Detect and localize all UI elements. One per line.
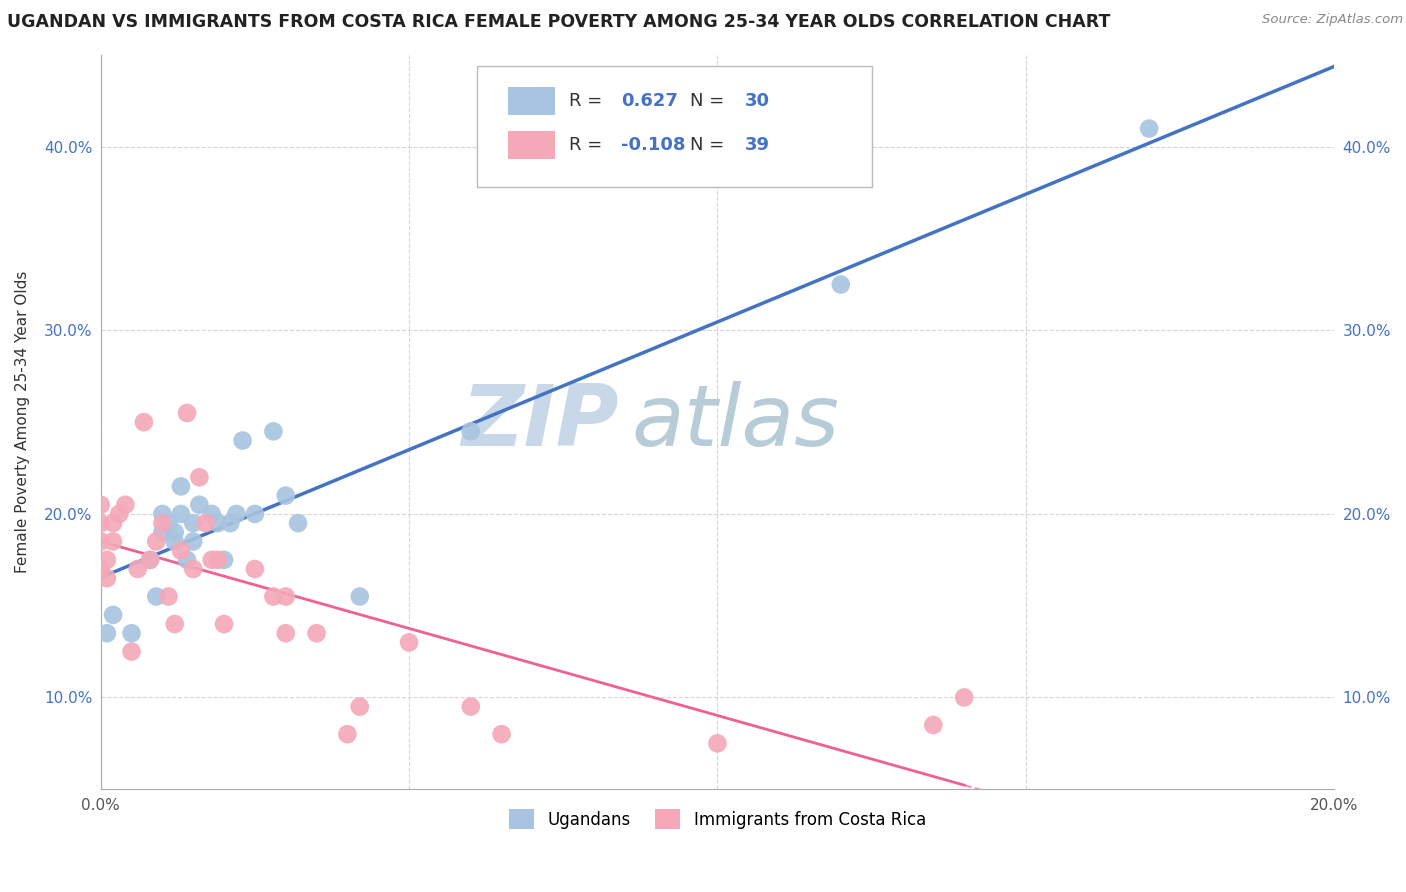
Text: N =: N =	[690, 136, 730, 153]
Text: R =: R =	[569, 92, 609, 110]
Point	[170, 507, 193, 521]
Point	[274, 626, 297, 640]
Point	[139, 553, 162, 567]
Point	[127, 562, 149, 576]
Point	[108, 507, 131, 521]
Point	[212, 617, 235, 632]
Text: 30: 30	[745, 92, 769, 110]
Text: Source: ZipAtlas.com: Source: ZipAtlas.com	[1263, 13, 1403, 27]
Text: atlas: atlas	[631, 381, 839, 464]
Point	[139, 553, 162, 567]
Point	[349, 590, 371, 604]
Point	[96, 571, 118, 585]
Point	[176, 406, 198, 420]
Point	[922, 718, 945, 732]
Point	[212, 553, 235, 567]
Point	[170, 543, 193, 558]
Point	[121, 626, 143, 640]
Text: N =: N =	[690, 92, 730, 110]
Point	[101, 516, 124, 530]
Point	[460, 425, 482, 439]
Text: -0.108: -0.108	[621, 136, 686, 153]
Point	[491, 727, 513, 741]
Point	[132, 415, 155, 429]
Point	[336, 727, 359, 741]
Point	[145, 590, 167, 604]
Point	[163, 617, 186, 632]
Point	[953, 690, 976, 705]
Point	[830, 277, 852, 292]
Text: R =: R =	[569, 136, 609, 153]
Point	[398, 635, 420, 649]
Point	[274, 489, 297, 503]
Point	[262, 425, 284, 439]
Point	[207, 516, 229, 530]
Point	[90, 534, 112, 549]
Text: UGANDAN VS IMMIGRANTS FROM COSTA RICA FEMALE POVERTY AMONG 25-34 YEAR OLDS CORRE: UGANDAN VS IMMIGRANTS FROM COSTA RICA FE…	[7, 13, 1111, 31]
Point	[194, 516, 217, 530]
Point	[176, 553, 198, 567]
FancyBboxPatch shape	[508, 131, 554, 160]
Point	[101, 534, 124, 549]
Point	[305, 626, 328, 640]
Point	[90, 498, 112, 512]
Point	[287, 516, 309, 530]
Point	[96, 626, 118, 640]
Point	[460, 699, 482, 714]
Point	[114, 498, 136, 512]
Point	[188, 498, 211, 512]
Text: 0.627: 0.627	[621, 92, 678, 110]
Point	[90, 562, 112, 576]
Point	[262, 590, 284, 604]
Point	[170, 479, 193, 493]
Point	[163, 534, 186, 549]
Point	[274, 590, 297, 604]
Point	[121, 644, 143, 658]
Point	[157, 516, 180, 530]
Point	[157, 590, 180, 604]
Point	[243, 507, 266, 521]
Point	[225, 507, 247, 521]
Point	[145, 534, 167, 549]
Point	[152, 525, 174, 540]
Point	[90, 516, 112, 530]
Point	[96, 553, 118, 567]
Point	[706, 736, 728, 750]
Point	[219, 516, 242, 530]
FancyBboxPatch shape	[477, 66, 872, 187]
Point	[152, 516, 174, 530]
Point	[1137, 121, 1160, 136]
Point	[201, 553, 224, 567]
Point	[163, 525, 186, 540]
Point	[201, 507, 224, 521]
Point	[152, 507, 174, 521]
Point	[207, 553, 229, 567]
Legend: Ugandans, Immigrants from Costa Rica: Ugandans, Immigrants from Costa Rica	[502, 802, 932, 836]
Point	[188, 470, 211, 484]
Point	[243, 562, 266, 576]
Y-axis label: Female Poverty Among 25-34 Year Olds: Female Poverty Among 25-34 Year Olds	[15, 271, 30, 574]
Point	[181, 562, 204, 576]
Text: 39: 39	[745, 136, 769, 153]
Point	[349, 699, 371, 714]
Point	[181, 534, 204, 549]
Text: ZIP: ZIP	[461, 381, 619, 464]
Point	[101, 607, 124, 622]
Point	[181, 516, 204, 530]
FancyBboxPatch shape	[508, 87, 554, 115]
Point	[232, 434, 254, 448]
